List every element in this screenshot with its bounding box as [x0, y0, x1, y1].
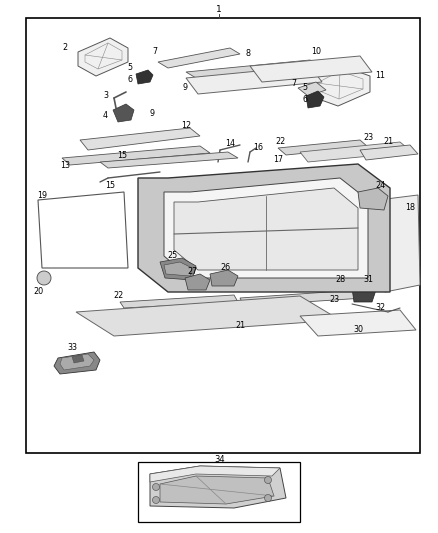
Text: 20: 20: [33, 287, 43, 295]
Polygon shape: [78, 38, 128, 76]
Text: 1: 1: [216, 5, 222, 14]
Bar: [26, 18, 420, 453]
Circle shape: [152, 497, 159, 504]
Text: 7: 7: [291, 78, 297, 87]
Text: 22: 22: [113, 292, 123, 301]
Polygon shape: [240, 290, 364, 306]
Polygon shape: [278, 140, 368, 155]
Polygon shape: [378, 195, 420, 292]
Text: 15: 15: [105, 181, 115, 190]
Text: 10: 10: [311, 47, 321, 56]
Text: 31: 31: [363, 276, 373, 285]
Text: 7: 7: [152, 47, 158, 56]
Text: 34: 34: [215, 456, 225, 464]
Polygon shape: [160, 258, 196, 280]
Text: 18: 18: [405, 203, 415, 212]
Text: 8: 8: [246, 50, 251, 59]
Text: 23: 23: [329, 295, 339, 304]
Text: 19: 19: [37, 191, 47, 200]
Text: 22: 22: [275, 138, 285, 147]
Polygon shape: [300, 142, 412, 162]
Polygon shape: [250, 56, 372, 82]
Polygon shape: [136, 70, 153, 84]
Text: 15: 15: [117, 151, 127, 160]
Text: 28: 28: [335, 276, 345, 285]
Text: 21: 21: [235, 320, 245, 329]
Text: 9: 9: [149, 109, 155, 118]
Polygon shape: [358, 188, 388, 210]
Text: 13: 13: [60, 161, 70, 171]
Circle shape: [265, 495, 272, 502]
Text: 25: 25: [167, 252, 177, 261]
Polygon shape: [185, 274, 210, 290]
Polygon shape: [113, 104, 134, 122]
Text: 6: 6: [127, 76, 133, 85]
Polygon shape: [54, 352, 100, 374]
Polygon shape: [352, 284, 376, 302]
Polygon shape: [76, 296, 340, 336]
Polygon shape: [164, 178, 368, 278]
Polygon shape: [300, 310, 416, 336]
Text: 33: 33: [67, 343, 77, 352]
Text: 5: 5: [127, 63, 133, 72]
Polygon shape: [160, 476, 274, 504]
Polygon shape: [158, 48, 240, 68]
Polygon shape: [298, 82, 326, 96]
Circle shape: [265, 477, 272, 483]
Polygon shape: [72, 355, 84, 363]
Text: 26: 26: [220, 263, 230, 272]
Text: 30: 30: [353, 326, 363, 335]
Text: 17: 17: [273, 156, 283, 165]
Polygon shape: [80, 128, 200, 150]
Text: 12: 12: [181, 120, 191, 130]
Text: 27: 27: [187, 268, 197, 277]
Polygon shape: [62, 146, 210, 165]
Text: 14: 14: [225, 139, 235, 148]
Text: 16: 16: [253, 143, 263, 152]
Text: 2: 2: [63, 43, 67, 52]
Circle shape: [37, 271, 51, 285]
Text: 3: 3: [103, 92, 109, 101]
Polygon shape: [138, 164, 390, 292]
Polygon shape: [360, 145, 418, 160]
Polygon shape: [310, 66, 370, 106]
Text: 23: 23: [363, 133, 373, 142]
Polygon shape: [186, 60, 320, 78]
Polygon shape: [150, 466, 286, 508]
Polygon shape: [186, 66, 322, 94]
Polygon shape: [210, 270, 238, 286]
Polygon shape: [174, 188, 358, 270]
Bar: [138, 462, 300, 522]
Text: 32: 32: [375, 303, 385, 312]
Text: 9: 9: [183, 84, 187, 93]
Polygon shape: [60, 354, 94, 370]
Text: 21: 21: [383, 138, 393, 147]
Text: 11: 11: [375, 70, 385, 79]
Text: 6: 6: [303, 95, 307, 104]
Polygon shape: [100, 152, 238, 168]
Text: 24: 24: [375, 181, 385, 190]
Polygon shape: [120, 295, 238, 308]
Polygon shape: [164, 262, 192, 276]
Polygon shape: [150, 466, 280, 482]
Polygon shape: [306, 91, 324, 108]
Text: 4: 4: [102, 111, 107, 120]
Text: 5: 5: [302, 83, 307, 92]
Circle shape: [152, 483, 159, 490]
